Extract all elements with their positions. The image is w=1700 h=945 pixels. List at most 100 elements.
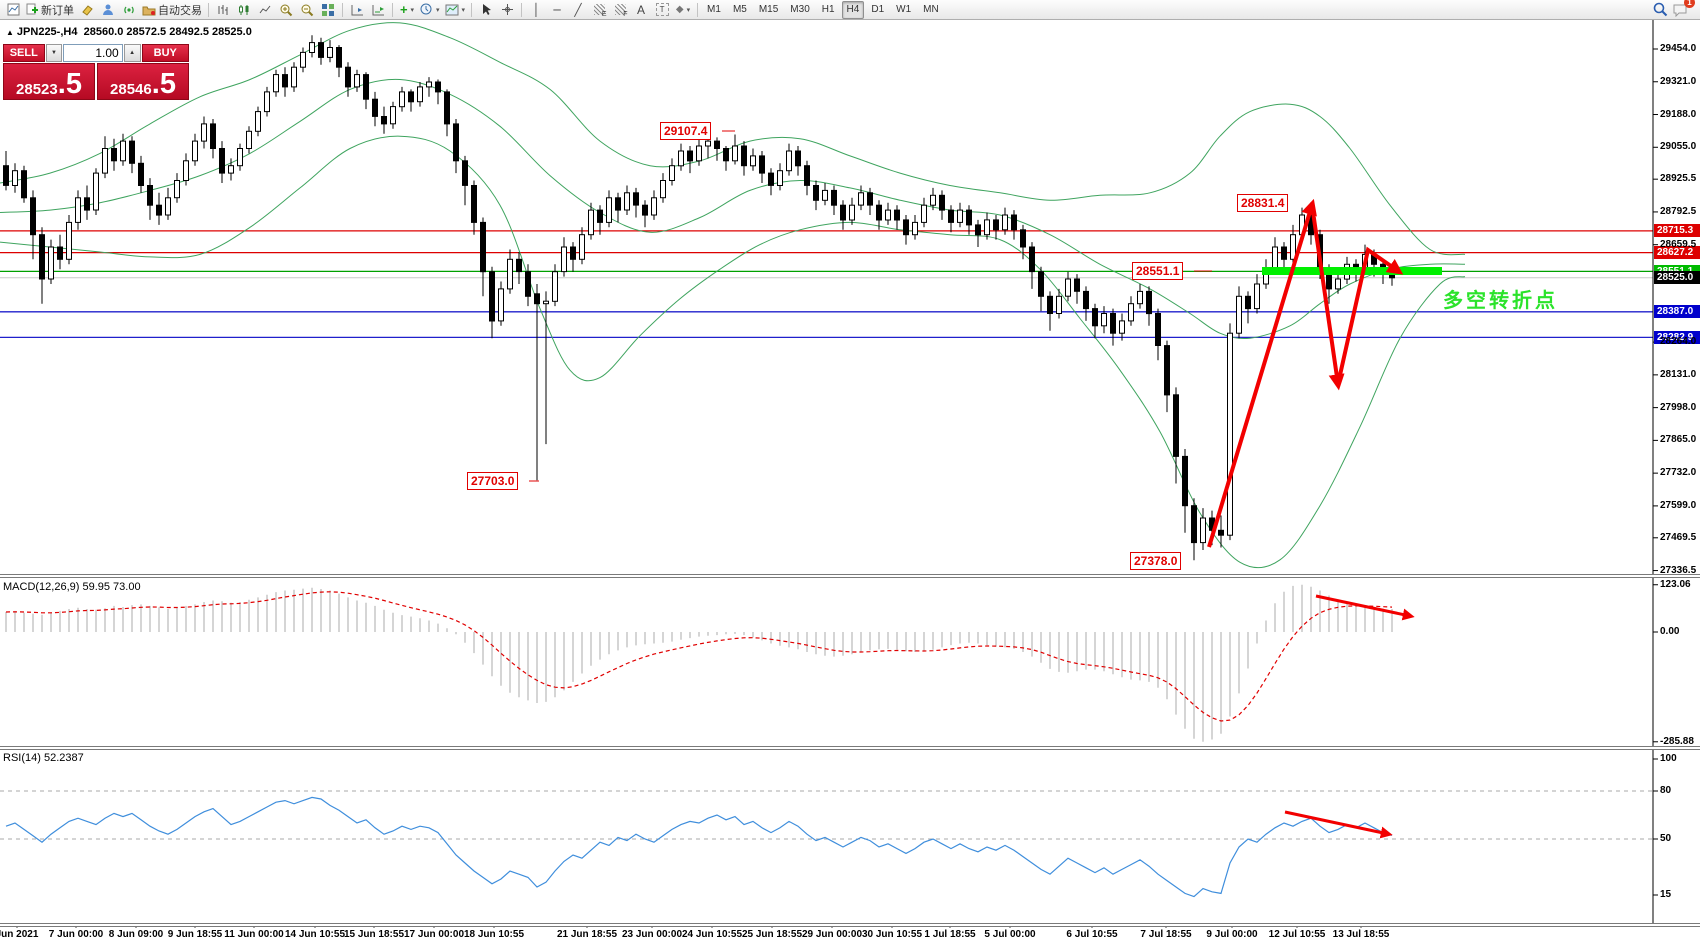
bar-chart-icon[interactable] (213, 1, 233, 18)
volume-input[interactable]: 1.00 (63, 44, 123, 62)
candle-body (147, 185, 153, 206)
time-tick-label: 23 Jun 00:00 (621, 929, 683, 940)
rsi-arrow[interactable] (1284, 810, 1393, 839)
time-tick-label: 29 Jun 00:00 (801, 929, 863, 940)
notification-badge: 1 (1684, 0, 1695, 8)
macd-tick-label: 123.06 (1660, 579, 1691, 590)
chat-icon[interactable]: 1 (1671, 0, 1695, 18)
timeframe-m15[interactable]: M15 (758, 4, 779, 15)
highlight-band[interactable] (1262, 267, 1442, 275)
price-badge: 28282.9 (1654, 331, 1700, 344)
trendline-tool[interactable]: ╱ (574, 2, 582, 17)
add-indicator-button[interactable]: + ▾ (399, 2, 415, 17)
candle-body (1110, 313, 1116, 334)
candle-body (1101, 313, 1107, 327)
chart-shift-icon[interactable] (347, 1, 367, 18)
timeframe-w1[interactable]: W1 (896, 4, 912, 15)
sell-price-panel[interactable]: 28523. 5 (3, 63, 95, 100)
price-annotation[interactable]: 27378.0 (1130, 552, 1182, 570)
panel-separator[interactable] (0, 923, 1700, 927)
macd-arrow[interactable] (1315, 594, 1415, 621)
candle-body (714, 140, 720, 150)
timeframe-h1[interactable]: H1 (821, 4, 835, 15)
tile-windows-icon[interactable] (318, 1, 338, 18)
timeframe-mn[interactable]: MN (923, 4, 939, 15)
candle-body (903, 219, 909, 236)
candle-body (768, 172, 774, 186)
price-annotation[interactable]: 29107.4 (660, 122, 712, 140)
equidistant-channel-tool[interactable]: E (589, 1, 609, 18)
timeframe-m1[interactable]: M1 (707, 4, 721, 15)
timeframe-m5[interactable]: M5 (732, 4, 747, 15)
zoom-in-icon[interactable] (276, 1, 296, 18)
price-annotation[interactable]: 28831.4 (1237, 194, 1289, 212)
price-annotation[interactable]: 27703.0 (467, 472, 519, 490)
zoom-out-icon[interactable] (297, 1, 317, 18)
candle-body (732, 145, 738, 162)
cursor-icon[interactable] (476, 1, 496, 18)
signal-icon[interactable] (119, 1, 139, 18)
horizontal-line-tool[interactable]: ─ (553, 2, 561, 17)
chart-window-icon[interactable] (3, 1, 23, 18)
template-button[interactable]: ▾ (443, 1, 468, 18)
candle-body (1335, 278, 1341, 290)
line-chart-icon[interactable] (255, 1, 275, 18)
candle-body (966, 209, 972, 226)
period-button[interactable]: ▾ (418, 1, 442, 18)
candle-body (1155, 313, 1161, 346)
symbol-name: JPN225-,H4 (16, 26, 78, 38)
price-badge: 28627.2 (1654, 246, 1700, 259)
candle-body (192, 140, 198, 162)
panel-separator[interactable] (0, 574, 1700, 578)
time-tick-label: 9 Jun 18:55 (167, 929, 223, 940)
vertical-line-tool[interactable]: │ (532, 2, 540, 17)
buy-price-panel[interactable]: 28546. 5 (97, 63, 189, 100)
candle-body (507, 258, 513, 290)
timeframe-m30[interactable]: M30 (790, 4, 810, 15)
candle-body (354, 74, 360, 88)
candle-body (174, 180, 180, 199)
shapes-button[interactable]: ◆ ▾ (675, 4, 691, 15)
eraser-icon[interactable] (77, 1, 97, 18)
panel-separator[interactable] (0, 746, 1700, 750)
timeframe-d1[interactable]: D1 (871, 4, 885, 15)
fibonacci-tool[interactable]: F (610, 1, 630, 18)
candle-body (1092, 308, 1098, 327)
turning-point-note[interactable]: 多空转折点 (1443, 290, 1558, 312)
candlestick-chart-icon[interactable] (234, 1, 254, 18)
candle-body (66, 221, 72, 260)
crosshair-icon[interactable] (497, 1, 517, 18)
symbol-header: ▲ JPN225-,H4 28560.0 28572.5 28492.5 2852… (6, 26, 252, 38)
rsi-tick-label: 15 (1660, 889, 1672, 900)
volume-increase-button[interactable]: ▲ (123, 44, 141, 62)
text-tool[interactable]: A (637, 2, 646, 17)
collapse-panel-icon[interactable]: ▲ (6, 28, 14, 37)
sell-button[interactable]: SELL (3, 44, 45, 62)
candle-body (552, 271, 558, 302)
candle-body (399, 91, 405, 108)
buy-button[interactable]: BUY (141, 44, 190, 62)
candle-body (669, 165, 675, 181)
auto-scroll-icon[interactable] (368, 1, 388, 18)
trend-arrow[interactable] (1336, 246, 1404, 385)
timeframe-h4[interactable]: H4 (841, 0, 865, 19)
macd-tick-label: 0.00 (1660, 626, 1680, 637)
time-tick-label: 18 Jun 10:55 (463, 929, 525, 940)
auto-trading-button[interactable]: 自动交易 (140, 1, 204, 18)
auto-trading-icon (142, 6, 156, 15)
new-order-button[interactable]: 新订单 (24, 1, 76, 18)
search-icon[interactable] (1650, 1, 1670, 18)
price-annotation[interactable]: 28551.1 (1132, 262, 1184, 280)
trend-arrow[interactable] (1310, 204, 1345, 391)
text-label-tool[interactable]: T (652, 1, 672, 18)
macd-label: MACD(12,26,9) 59.95 73.00 (3, 581, 141, 593)
profile-icon[interactable] (98, 1, 118, 18)
bollinger-upper (0, 22, 1466, 256)
candle-body (57, 246, 63, 260)
trend-arrow[interactable] (1207, 198, 1317, 548)
candle-body (876, 204, 882, 221)
candle-body (75, 197, 81, 223)
volume-decrease-button[interactable]: ▼ (45, 44, 63, 62)
